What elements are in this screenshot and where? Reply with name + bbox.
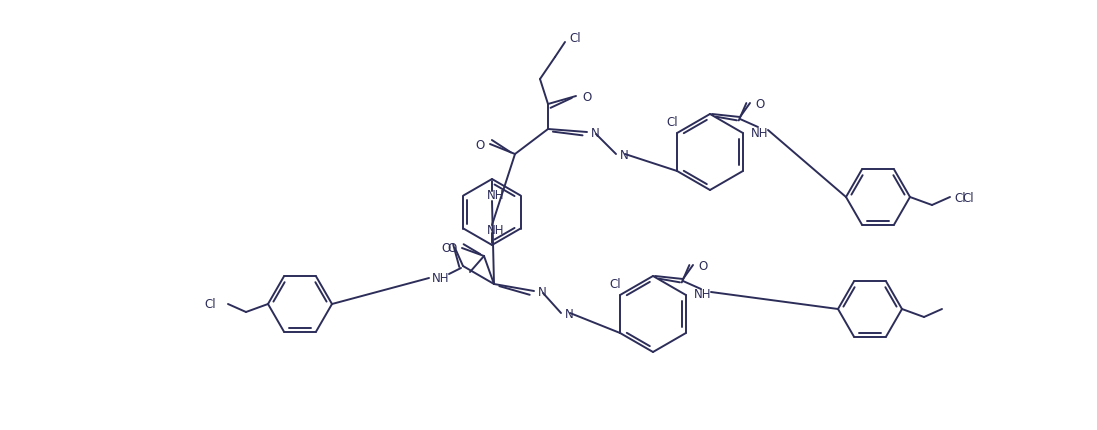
- Text: Cl: Cl: [569, 31, 580, 44]
- Text: O: O: [698, 259, 708, 272]
- Text: Cl: Cl: [954, 191, 965, 204]
- Text: Cl: Cl: [962, 191, 974, 204]
- Text: O: O: [476, 138, 485, 151]
- Text: Cl: Cl: [609, 277, 621, 290]
- Text: O: O: [448, 242, 457, 255]
- Text: NH: NH: [432, 272, 450, 285]
- Text: Cl: Cl: [666, 115, 678, 128]
- Text: Cl: Cl: [204, 298, 216, 311]
- Text: N: N: [591, 126, 600, 139]
- Text: N: N: [565, 307, 574, 320]
- Text: NH: NH: [487, 224, 505, 237]
- Text: N: N: [620, 148, 629, 161]
- Text: NH: NH: [694, 288, 712, 301]
- Text: N: N: [538, 285, 546, 298]
- Text: NH: NH: [751, 126, 769, 139]
- Text: O: O: [755, 97, 765, 110]
- Text: O: O: [442, 242, 451, 255]
- Text: O: O: [583, 90, 591, 103]
- Text: NH: NH: [487, 188, 505, 201]
